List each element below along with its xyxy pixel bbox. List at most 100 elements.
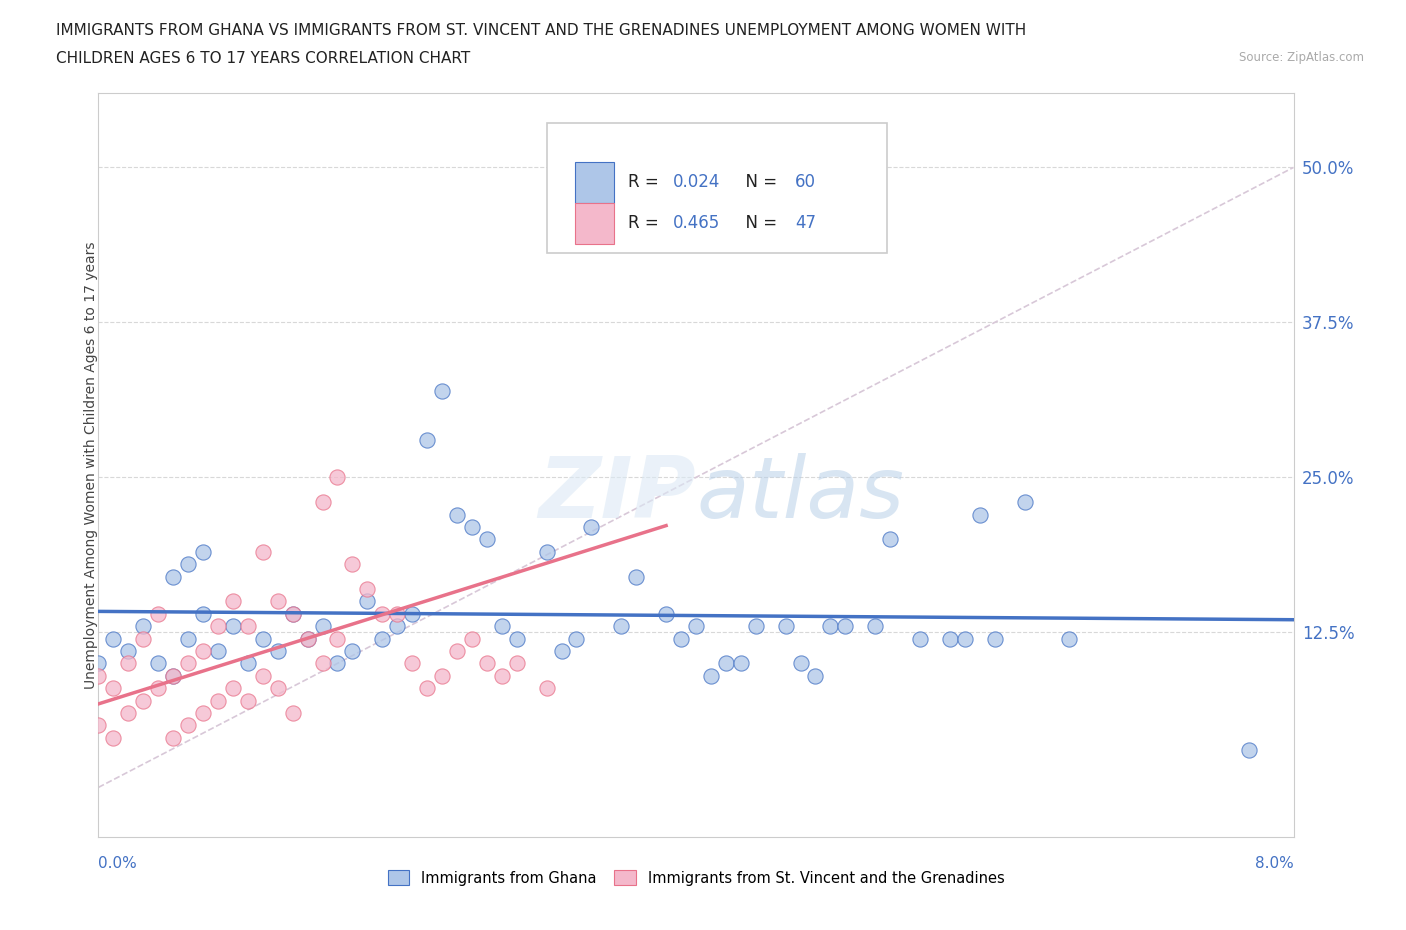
Legend: Immigrants from Ghana, Immigrants from St. Vincent and the Grenadines: Immigrants from Ghana, Immigrants from S…	[388, 870, 1004, 885]
Point	[775, 618, 797, 633]
Point	[117, 644, 139, 658]
Point	[177, 631, 200, 646]
Point	[789, 656, 811, 671]
Point	[371, 631, 394, 646]
Point	[281, 606, 304, 621]
Point	[536, 544, 558, 559]
Point	[506, 631, 529, 646]
Text: IMMIGRANTS FROM GHANA VS IMMIGRANTS FROM ST. VINCENT AND THE GRENADINES UNEMPLOY: IMMIGRANTS FROM GHANA VS IMMIGRANTS FROM…	[56, 23, 1026, 38]
Text: 60: 60	[796, 173, 815, 192]
Point	[969, 507, 991, 522]
Point	[132, 631, 155, 646]
Point	[446, 644, 468, 658]
Point	[385, 618, 409, 633]
Point	[1014, 495, 1036, 510]
Point	[132, 693, 155, 708]
Point	[655, 606, 678, 621]
Point	[177, 557, 200, 572]
Point	[730, 656, 752, 671]
Point	[416, 681, 439, 696]
Point	[103, 681, 125, 696]
Point	[252, 669, 274, 684]
Point	[117, 656, 139, 671]
Bar	[575, 162, 613, 203]
Point	[103, 730, 125, 745]
Point	[326, 470, 349, 485]
Point	[311, 495, 333, 510]
Text: R =: R =	[628, 173, 664, 192]
Point	[356, 594, 378, 609]
Point	[252, 631, 274, 646]
Text: N =: N =	[735, 214, 783, 232]
Text: 47: 47	[796, 214, 815, 232]
Text: 8.0%: 8.0%	[1254, 856, 1294, 870]
Point	[804, 669, 827, 684]
Point	[252, 544, 274, 559]
Point	[162, 569, 184, 584]
Point	[430, 669, 453, 684]
Point	[908, 631, 931, 646]
Point	[953, 631, 976, 646]
Point	[385, 606, 409, 621]
Point	[565, 631, 588, 646]
Point	[446, 507, 468, 522]
Point	[700, 669, 723, 684]
Point	[610, 618, 633, 633]
Point	[714, 656, 737, 671]
Text: R =: R =	[628, 214, 664, 232]
Point	[820, 618, 842, 633]
Point	[191, 644, 214, 658]
Point	[267, 594, 290, 609]
Bar	[575, 203, 613, 244]
Point	[626, 569, 648, 584]
Point	[939, 631, 962, 646]
Point	[148, 681, 170, 696]
Point	[342, 644, 364, 658]
Point	[87, 669, 110, 684]
Point	[207, 644, 229, 658]
Text: 0.465: 0.465	[673, 214, 720, 232]
Point	[984, 631, 1007, 646]
Point	[326, 656, 349, 671]
Point	[87, 718, 110, 733]
Point	[207, 618, 229, 633]
Point	[326, 631, 349, 646]
Point	[506, 656, 529, 671]
Point	[267, 644, 290, 658]
Point	[461, 520, 484, 535]
Point	[297, 631, 319, 646]
Point	[581, 520, 603, 535]
Point	[297, 631, 319, 646]
Point	[236, 618, 259, 633]
Point	[162, 669, 184, 684]
Point	[132, 618, 155, 633]
Point	[342, 557, 364, 572]
Text: Source: ZipAtlas.com: Source: ZipAtlas.com	[1239, 51, 1364, 64]
Point	[475, 532, 498, 547]
Point	[371, 606, 394, 621]
Text: 0.024: 0.024	[673, 173, 721, 192]
Text: atlas: atlas	[696, 453, 904, 537]
Point	[148, 656, 170, 671]
Point	[536, 681, 558, 696]
Point	[401, 606, 423, 621]
Point	[475, 656, 498, 671]
Text: N =: N =	[735, 173, 783, 192]
Point	[281, 606, 304, 621]
Point	[162, 669, 184, 684]
Point	[177, 718, 200, 733]
FancyBboxPatch shape	[547, 123, 887, 253]
Point	[222, 618, 245, 633]
Point	[222, 594, 245, 609]
Point	[879, 532, 901, 547]
Point	[311, 656, 333, 671]
Point	[491, 669, 513, 684]
Point	[430, 383, 453, 398]
Point	[1237, 743, 1260, 758]
Point	[550, 644, 572, 658]
Point	[401, 656, 423, 671]
Point	[655, 172, 678, 187]
Point	[207, 693, 229, 708]
Point	[356, 581, 378, 596]
Point	[191, 544, 214, 559]
